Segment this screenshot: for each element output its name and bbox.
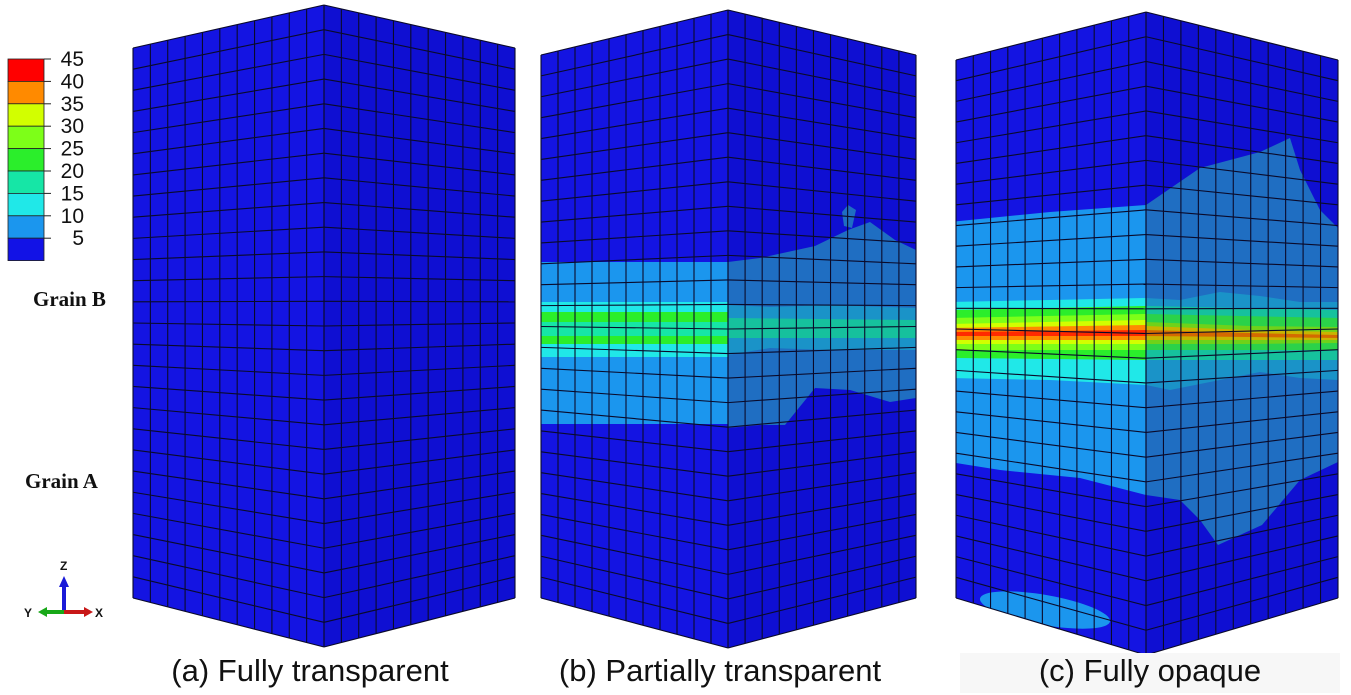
legend-tick-label: 20 [61, 160, 84, 183]
y-arrow-head [38, 607, 47, 617]
panel-c-grid [955, 11, 1339, 656]
legend-swatch [7, 215, 45, 239]
panel-b-grid [540, 9, 917, 649]
panel-b-mesh [540, 9, 917, 649]
x-arrow-head [84, 607, 93, 617]
y-axis-label: Y [24, 606, 32, 620]
panel-c-mesh [955, 11, 1339, 656]
panel-c-front-face [956, 12, 1146, 655]
z-axis-label: Z [60, 559, 67, 573]
legend-tick-label: 45 [61, 48, 84, 71]
legend-swatch [7, 192, 45, 217]
grain-a-label: Grain A [25, 469, 99, 493]
legend-swatch [7, 125, 45, 149]
legend-swatch [7, 58, 45, 82]
legend-tick-label: 15 [61, 182, 84, 205]
grain-b-label: Grain B [33, 287, 106, 311]
legend-swatch [7, 237, 45, 261]
legend-swatch [7, 81, 45, 105]
legend-tick-label: 40 [61, 70, 84, 93]
panel-a-side-face [324, 5, 515, 647]
legend-color-bar [7, 58, 45, 261]
panel-a-grid [132, 4, 516, 648]
axis-triad: Z Y X [24, 559, 103, 620]
legend-tick-label: 5 [72, 227, 84, 250]
panel-a-front-face [133, 5, 324, 647]
legend-swatch [7, 148, 45, 172]
panel-c-caption: (c) Fully opaque [960, 653, 1340, 693]
z-arrow-head [59, 576, 69, 587]
legend-tick-label: 25 [61, 138, 84, 161]
legend-swatch [7, 103, 45, 127]
legend-tick-label: 30 [61, 115, 84, 138]
panel-a-mesh [132, 4, 516, 648]
panel-b-caption: (b) Partially transparent [558, 653, 882, 688]
x-axis-label: X [95, 606, 103, 620]
panel-a-caption: (a) Fully transparent [171, 653, 449, 688]
legend-swatch [7, 170, 45, 194]
legend-tick-label: 10 [61, 205, 84, 228]
panel-c-bottom-patch [979, 591, 1111, 629]
panel-c-side-face [1146, 12, 1338, 655]
legend-tick-label: 35 [61, 93, 84, 116]
